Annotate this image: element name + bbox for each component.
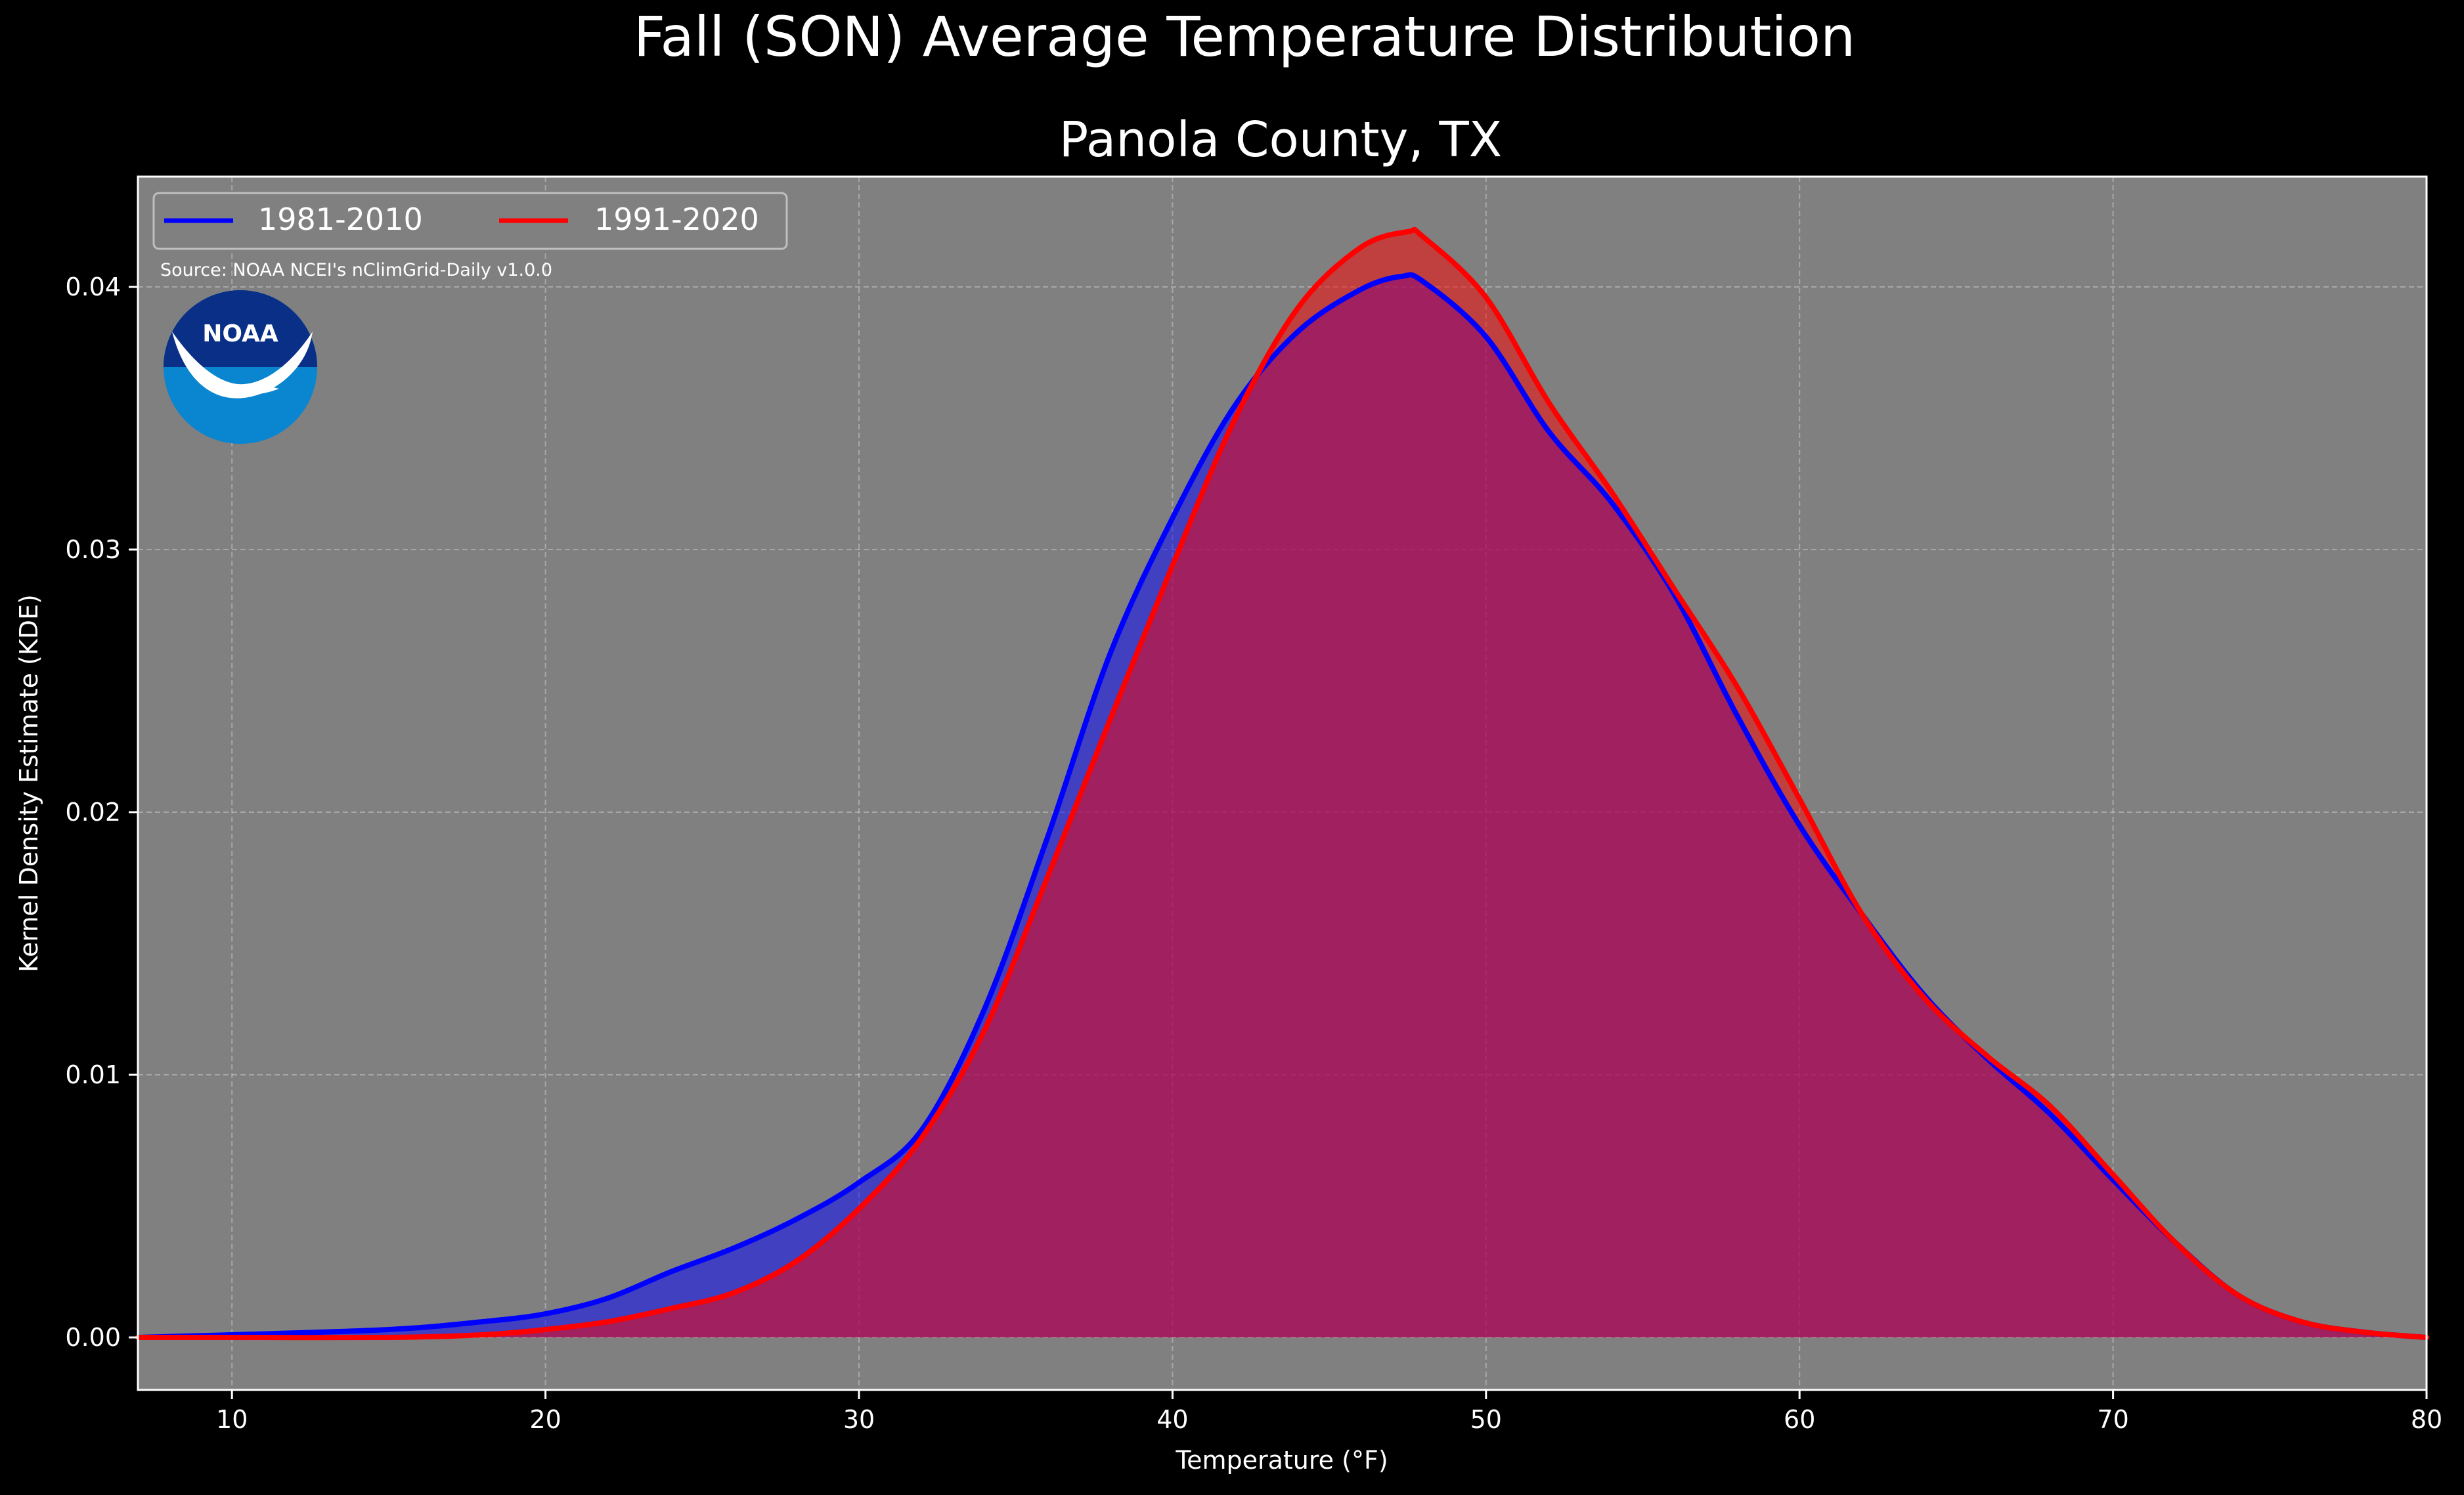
y-tick-label: 0.01 [65,1060,121,1089]
x-axis-label: Temperature (°F) [1175,1446,1388,1475]
legend: 1981-2010 1991-2020 [152,192,788,250]
source-note: Source: NOAA NCEI's nClimGrid-Daily v1.0… [160,260,552,280]
legend-label-1981-2010: 1981-2010 [258,202,423,237]
area-fill-1991-2020 [138,229,2427,1338]
y-tick-label: 0.00 [65,1323,121,1352]
y-axis-label: Kernel Density Estimate (KDE) [14,594,43,972]
x-tick-label: 20 [529,1405,561,1434]
series-lines [135,227,2429,1341]
plot-area [135,175,2429,1391]
y-tick-label: 0.02 [65,798,121,827]
plot-frame [137,175,2428,1391]
x-tick-label: 60 [1784,1405,1815,1434]
noaa-logo-text: NOAA [202,320,278,347]
x-tick-label: 10 [216,1405,248,1434]
y-tick-label: 0.04 [65,272,121,301]
x-tick-label: 70 [2097,1405,2128,1434]
x-tick-label: 80 [2411,1405,2442,1434]
x-axis-ticks: 10 20 30 40 50 60 70 80 [216,1390,2442,1434]
y-tick-label: 0.03 [65,535,121,564]
series-line-1981-2010 [135,272,2429,1340]
series-line-1991-2020 [135,227,2429,1341]
legend-box [152,192,788,250]
x-tick-label: 40 [1156,1405,1188,1434]
legend-label-1991-2020: 1991-2020 [594,202,759,237]
noaa-logo-icon: NOAA [164,290,317,444]
chart-subtitle: Panola County, TX [1059,112,1503,168]
x-tick-label: 30 [843,1405,875,1434]
area-fills [138,229,2427,1338]
chart-title: Fall (SON) Average Temperature Distribut… [634,5,1855,69]
y-axis-ticks: 0.00 0.01 0.02 0.03 0.04 [65,272,138,1352]
x-tick-label: 50 [1470,1405,1502,1434]
